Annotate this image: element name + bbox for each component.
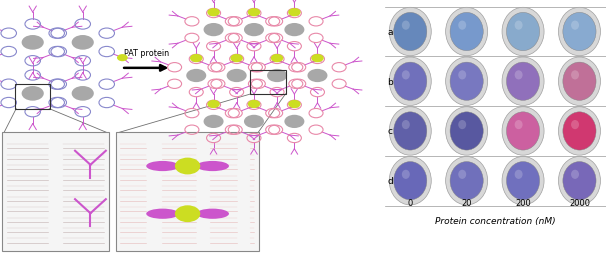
Circle shape [394,162,427,200]
Text: a: a [387,28,393,37]
Circle shape [571,71,579,80]
Circle shape [389,107,431,155]
Circle shape [445,157,488,205]
FancyBboxPatch shape [2,132,109,251]
Circle shape [507,112,540,150]
Circle shape [458,170,466,179]
Ellipse shape [196,161,229,171]
Circle shape [227,70,247,83]
Text: c: c [387,127,392,136]
Text: 20: 20 [461,199,472,208]
Circle shape [458,121,466,130]
Circle shape [507,13,540,51]
Text: Protein concentration (nM): Protein concentration (nM) [435,216,556,225]
Circle shape [502,8,544,57]
Circle shape [190,55,202,63]
Circle shape [563,162,596,200]
Circle shape [72,87,94,101]
Circle shape [402,170,410,179]
Circle shape [284,24,304,37]
Circle shape [507,63,540,101]
Circle shape [394,112,427,150]
FancyBboxPatch shape [116,132,259,251]
Circle shape [402,71,410,80]
Circle shape [175,205,201,222]
Circle shape [507,162,540,200]
Circle shape [307,70,327,83]
Text: b: b [387,77,393,86]
Circle shape [207,100,220,109]
Text: PAT protein: PAT protein [124,49,170,58]
Circle shape [248,100,260,109]
Ellipse shape [146,161,179,171]
Circle shape [288,100,301,109]
Circle shape [559,8,601,57]
Circle shape [311,55,324,63]
Circle shape [559,157,601,205]
Circle shape [230,55,243,63]
Circle shape [271,55,284,63]
Circle shape [502,157,544,205]
Text: 0: 0 [408,199,413,208]
Circle shape [450,112,483,150]
Circle shape [450,13,483,51]
Text: 2000: 2000 [569,199,590,208]
Circle shape [445,107,488,155]
Circle shape [450,162,483,200]
Circle shape [244,24,264,37]
Circle shape [563,13,596,51]
Circle shape [389,157,431,205]
Circle shape [117,55,128,62]
Circle shape [502,58,544,106]
Ellipse shape [196,209,229,219]
Circle shape [204,115,224,129]
Text: d: d [387,177,393,185]
Circle shape [571,170,579,179]
Circle shape [204,24,224,37]
Circle shape [445,58,488,106]
Circle shape [248,9,260,17]
Circle shape [389,8,431,57]
Circle shape [175,158,201,175]
Circle shape [450,63,483,101]
Circle shape [288,9,301,17]
Circle shape [389,58,431,106]
Circle shape [445,8,488,57]
Circle shape [514,22,522,31]
Circle shape [514,121,522,130]
Circle shape [514,71,522,80]
Circle shape [571,121,579,130]
Circle shape [571,22,579,31]
Text: 200: 200 [515,199,531,208]
Circle shape [559,107,601,155]
Circle shape [458,22,466,31]
Circle shape [22,36,44,51]
Circle shape [394,13,427,51]
Circle shape [22,87,44,101]
Circle shape [514,170,522,179]
Circle shape [559,58,601,106]
Circle shape [72,36,94,51]
Circle shape [563,63,596,101]
Circle shape [458,71,466,80]
Circle shape [186,70,206,83]
Circle shape [502,107,544,155]
Circle shape [267,70,287,83]
Ellipse shape [146,209,179,219]
Circle shape [207,9,220,17]
Circle shape [244,115,264,129]
Circle shape [402,121,410,130]
Circle shape [394,63,427,101]
Circle shape [284,115,304,129]
Circle shape [402,22,410,31]
Circle shape [563,112,596,150]
